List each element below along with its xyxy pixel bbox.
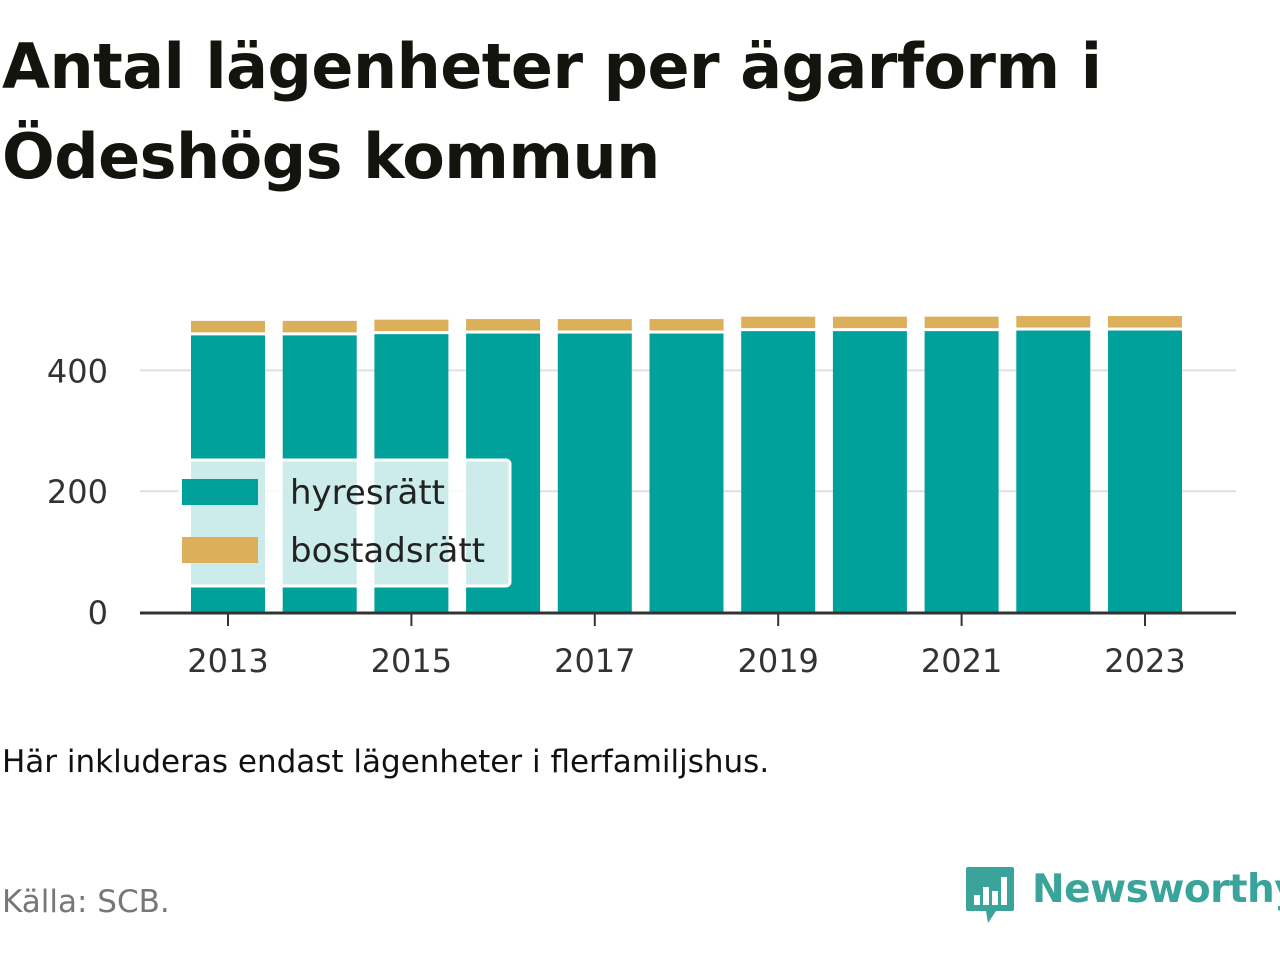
x-tick-label: 2019 xyxy=(737,642,818,680)
chart-source: Källa: SCB. xyxy=(2,884,170,920)
chart-note: Här inkluderas endast lägenheter i flerf… xyxy=(2,744,770,780)
x-tick-label: 2023 xyxy=(1104,642,1185,680)
brand-name: Newsworthy xyxy=(1032,866,1280,912)
legend-label-hyresrätt: hyresrätt xyxy=(290,473,445,513)
legend-label-bostadsrätt: bostadsrätt xyxy=(290,531,485,571)
bar-bostadsrätt-2019 xyxy=(741,316,816,329)
bar-hyresrätt-2019 xyxy=(741,331,816,612)
chart-title: Antal lägenheter per ägarform i Ödeshögs… xyxy=(2,30,1102,193)
bar-bostadsrätt-2016 xyxy=(466,319,541,331)
bar-hyresrätt-2022 xyxy=(1016,330,1091,612)
bar-bostadsrätt-2014 xyxy=(282,320,357,333)
x-tick-label: 2021 xyxy=(921,642,1002,680)
bar-bostadsrätt-2022 xyxy=(1016,316,1091,328)
bar-bostadsrätt-2015 xyxy=(374,319,449,332)
y-tick-label: 0 xyxy=(88,594,108,632)
bar-hyresrätt-2021 xyxy=(924,331,999,612)
y-tick-label: 200 xyxy=(47,473,108,511)
legend-box xyxy=(178,458,512,588)
x-tick-label: 2017 xyxy=(554,642,635,680)
bar-bostadsrätt-2017 xyxy=(557,319,632,331)
bar-bostadsrätt-2013 xyxy=(191,320,265,333)
axes: 0 200 400 2013 2015 2017 2019 2021 2023 xyxy=(47,352,1236,680)
x-tick-label: 2013 xyxy=(187,642,268,680)
bar-bostadsrätt-2023 xyxy=(1108,316,1182,328)
y-tick-label: 400 xyxy=(47,352,108,390)
x-tick-label: 2015 xyxy=(371,642,452,680)
bar-bostadsrätt-2021 xyxy=(924,316,999,329)
legend-swatch-bostadsrätt xyxy=(182,537,258,563)
bar-bostadsrätt-2020 xyxy=(832,316,907,329)
bar-hyresrätt-2018 xyxy=(649,333,724,612)
bar-hyresrätt-2017 xyxy=(557,333,632,612)
legend: hyresrätt bostadsrätt xyxy=(178,458,512,588)
bar-hyresrätt-2023 xyxy=(1108,330,1182,612)
brand[interactable]: Newsworthy xyxy=(964,862,1280,928)
bar-chart-speech-bubble-icon xyxy=(966,867,1014,923)
legend-swatch-hyresrätt xyxy=(182,479,258,505)
bar-bostadsrätt-2018 xyxy=(649,319,724,331)
bar-hyresrätt-2020 xyxy=(832,331,907,612)
